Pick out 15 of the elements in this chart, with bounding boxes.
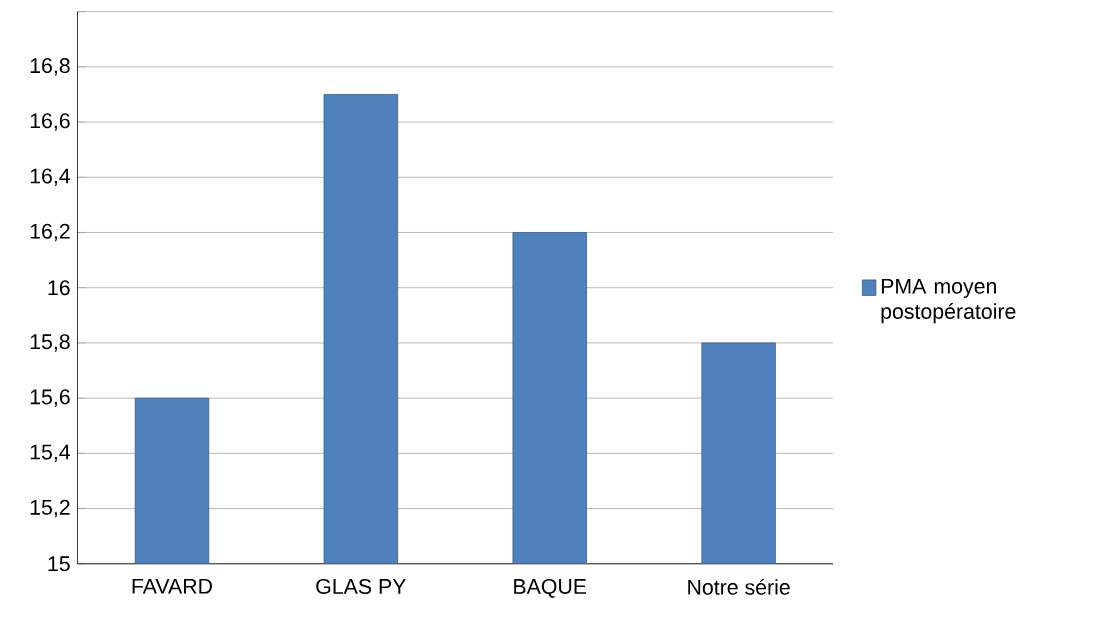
y-tick-label: 15,6 [30, 389, 70, 408]
x-tick-label: BAQUE [514, 579, 587, 598]
y-tick-label: 16,6 [30, 113, 70, 131]
y-tick-label: 15 [48, 556, 70, 572]
y-tick-label: 16 [48, 280, 70, 296]
x-tick-label: Notre série [688, 579, 790, 595]
legend-label: PMA moyen postopératoire [881, 279, 1016, 324]
y-tick-label: 16,2 [30, 223, 70, 242]
y-tick-label: 15,2 [30, 499, 70, 518]
y-tick-label: 15,8 [30, 334, 70, 352]
y-tick-label: 15,4 [30, 444, 71, 463]
y-tick-label: 16,8 [30, 58, 70, 76]
x-tick-label: FAVARD [132, 579, 212, 594]
x-tick-label: GLAS PY [316, 579, 406, 595]
y-tick-label: 16,4 [30, 168, 71, 187]
